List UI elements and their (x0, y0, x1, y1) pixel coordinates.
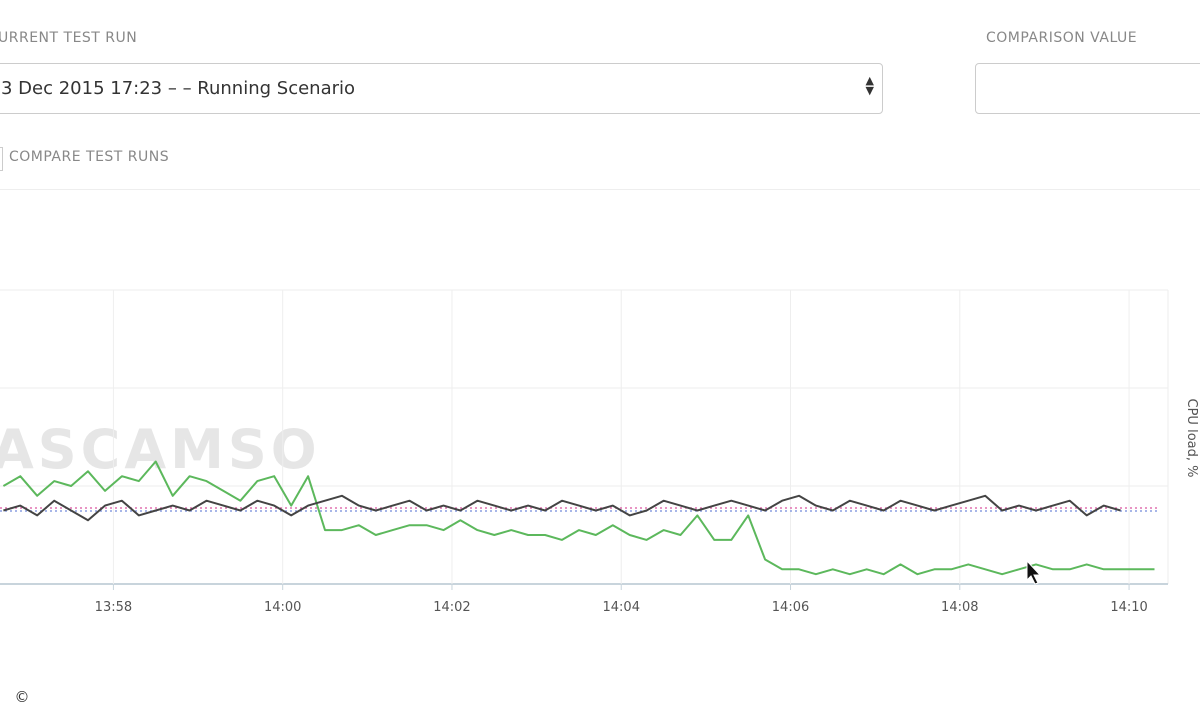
series-line (2, 460, 1155, 576)
watermark: ASCAMSO (0, 418, 321, 481)
run-label: URRENT TEST RUN (0, 30, 138, 46)
x-tick-label: 13:58 (95, 600, 132, 615)
select-arrows: ▲ ▼ (865, 74, 874, 97)
x-tick-label: 14:06 (772, 600, 809, 615)
run-value: 3 Dec 2015 17:23 – – Running Scenario (1, 78, 356, 99)
compare-checkbox[interactable] (0, 147, 3, 171)
compare-label: COMPARE TEST RUNS (9, 149, 170, 165)
y-axis-label: CPU load, % (1184, 399, 1199, 478)
run-select[interactable]: 3 Dec 2015 17:23 – – Running Scenario ▲ ▼ (0, 63, 883, 114)
series-line (3, 494, 1121, 522)
comparison-label: COMPARISON VALUE (986, 30, 1138, 46)
x-tick-label: 14:02 (433, 600, 470, 615)
x-tick-label: 14:08 (941, 600, 978, 615)
separator (0, 189, 1200, 190)
mouse-cursor (1026, 559, 1042, 585)
footer-mark: © (15, 688, 30, 706)
x-tick-label: 14:00 (264, 600, 301, 615)
x-tick-label: 14:10 (1110, 600, 1147, 615)
x-tick-label: 14:04 (603, 600, 640, 615)
comparison-input[interactable] (975, 63, 1200, 114)
